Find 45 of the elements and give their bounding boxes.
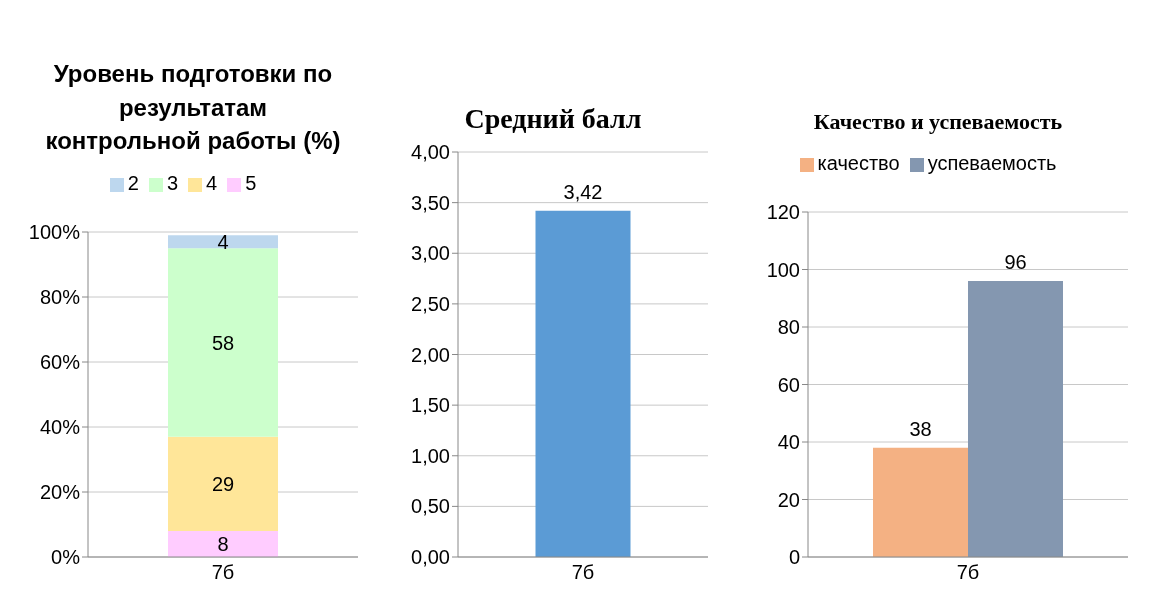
y-tick-label: 80% bbox=[39, 286, 81, 309]
chart-title: Качество и успеваемость bbox=[813, 108, 1063, 137]
data-label: 58 bbox=[211, 331, 235, 354]
y-tick-label: 40 bbox=[777, 431, 800, 454]
y-tick-label: 0,50 bbox=[411, 495, 450, 518]
y-tick-label: 20% bbox=[39, 481, 81, 504]
y-tick-label: 20 bbox=[777, 488, 800, 511]
y-tick-label: 100 bbox=[766, 258, 800, 281]
y-tick-label: 120 bbox=[766, 201, 800, 224]
chart-title: Средний балл bbox=[464, 101, 642, 136]
y-tick-label: 0% bbox=[51, 546, 81, 569]
bar bbox=[168, 248, 278, 437]
y-tick-label: 3,00 bbox=[411, 242, 450, 265]
bar bbox=[168, 235, 278, 249]
y-tick-label: 60 bbox=[777, 373, 800, 396]
data-label: 29 bbox=[211, 472, 235, 495]
y-tick-label: 80 bbox=[777, 316, 800, 339]
y-tick-label: 100% bbox=[28, 221, 81, 244]
data-label: 8 bbox=[217, 533, 229, 556]
data-label: 38 bbox=[909, 417, 932, 440]
legend-label: качество bbox=[817, 152, 900, 174]
legend-label: 3 bbox=[166, 172, 178, 194]
data-label: 3,42 bbox=[563, 180, 603, 203]
y-tick-label: 0,00 bbox=[411, 546, 450, 569]
legend-label: 4 bbox=[206, 172, 218, 194]
y-tick-label: 1,00 bbox=[411, 444, 450, 467]
data-label: 4 bbox=[217, 230, 229, 253]
y-tick-label: 60% bbox=[39, 351, 81, 374]
y-tick-label: 2,00 bbox=[411, 343, 450, 366]
legend-label: 5 bbox=[245, 172, 257, 194]
x-tick-label: 7б bbox=[956, 561, 980, 584]
y-tick-label: 2,50 bbox=[411, 292, 450, 315]
y-tick-label: 4,00 bbox=[411, 141, 450, 164]
x-tick-label: 7б bbox=[211, 561, 235, 584]
y-tick-label: 1,50 bbox=[411, 394, 450, 417]
bar bbox=[168, 436, 278, 531]
bar bbox=[168, 531, 278, 557]
x-tick-label: 7б bbox=[571, 561, 595, 584]
chart-title: Уровень подготовки по результатам контрольной работы (%) bbox=[44, 59, 342, 157]
legend-label: успеваемость bbox=[927, 152, 1057, 174]
legend-label: 2 bbox=[127, 172, 139, 194]
y-tick-label: 40% bbox=[39, 416, 81, 439]
y-tick-label: 3,50 bbox=[411, 191, 450, 214]
data-label: 96 bbox=[1004, 251, 1027, 273]
y-tick-label: 0 bbox=[788, 546, 800, 569]
